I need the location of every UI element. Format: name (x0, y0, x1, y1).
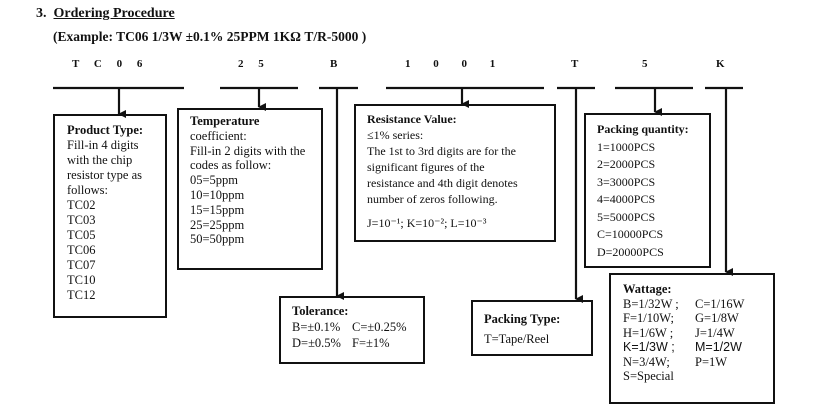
wattage-option: P=1W (695, 354, 728, 369)
product-type-option: TC07 (67, 258, 96, 272)
product-type-option: TC12 (67, 288, 96, 302)
product-type-option: TC02 (67, 198, 96, 212)
wattage-option: K=1/3W ; (623, 340, 675, 354)
example-text: (Example: TC06 1/3W ±0.1% 25PPM 1KΩ T/R-… (53, 29, 367, 44)
wattage-row: K=1/3W ; M=1/2W (623, 340, 773, 355)
packing-type-option: T=Tape/Reel (484, 332, 550, 346)
tolerance-box: Tolerance: B=±0.1% C=±0.25% D=±0.5% F=±1% (279, 296, 425, 364)
wattage-option: G=1/8W (695, 311, 739, 325)
resistance-multipliers: J=10⁻¹; K=10⁻²; L=10⁻³ (367, 216, 487, 230)
resistance-box: Resistance Value: ≤1% series: The 1st to… (354, 104, 556, 242)
code-temperature: 2 5 (238, 58, 270, 70)
product-type-line: resistor type as (67, 168, 142, 182)
packing-quantity-option: 3=3000PCS (597, 174, 656, 189)
resistance-title: Resistance Value: (367, 112, 457, 126)
wattage-row: H=1/6W ; J=1/4W (623, 326, 773, 341)
product-type-box: Product Type: Fill-in 4 digits with the … (53, 114, 167, 318)
packing-type-title: Packing Type: (484, 312, 561, 326)
packing-quantity-option: C=10000PCS (597, 227, 664, 241)
tolerance-option: D=±0.5% (292, 336, 341, 350)
temperature-box: Temperature coefficient: Fill-in 2 digit… (177, 108, 323, 270)
wattage-row: F=1/10W; G=1/8W (623, 311, 773, 326)
tolerance-title: Tolerance: (292, 304, 349, 318)
packing-quantity-option: 5=5000PCS (597, 209, 656, 224)
resistance-line: resistance and 4th digit denotes (367, 176, 518, 190)
temperature-option: 05=5ppm (190, 173, 239, 188)
tolerance-option: F=±1% (352, 336, 390, 350)
packing-quantity-box: Packing quantity: 1=1000PCS 2=2000PCS 3=… (584, 113, 711, 268)
temperature-option: 50=50ppm (190, 232, 245, 247)
section-title: Ordering Procedure (53, 6, 175, 21)
packing-quantity-option: 4=4000PCS (597, 192, 656, 206)
packing-quantity-option: D=20000PCS (597, 244, 664, 259)
packing-quantity-option: 2=2000PCS (597, 157, 656, 171)
resistance-line: significant figures of the (367, 160, 485, 174)
product-type-option: TC10 (67, 273, 96, 287)
temperature-option: 25=25ppm (190, 217, 245, 232)
wattage-option: N=3/4W; (623, 354, 670, 369)
product-type-option: TC05 (67, 228, 96, 242)
product-type-line: Fill-in 4 digits (67, 138, 139, 152)
temperature-line: Fill-in 2 digits with the (190, 143, 306, 158)
tolerance-row: D=±0.5% F=±1% (292, 335, 423, 351)
wattage-option: B=1/32W ; (623, 296, 679, 311)
resistance-line: ≤1% series: (367, 128, 424, 142)
temperature-line: codes as follow: (190, 158, 272, 173)
code-packing-type: T (571, 58, 579, 70)
code-wattage: K (716, 58, 725, 70)
code-tolerance: B (330, 58, 338, 70)
wattage-title: Wattage: (623, 282, 672, 296)
wattage-option: M=1/2W (695, 340, 742, 354)
temperature-option: 15=15ppm (190, 202, 245, 217)
temperature-title: Temperature (190, 114, 260, 128)
resistance-line: The 1st to 3rd digits are for the (367, 144, 516, 158)
tolerance-row: B=±0.1% C=±0.25% (292, 319, 423, 335)
resistance-line: number of zeros following. (367, 192, 498, 206)
section-number: 3. (36, 6, 47, 21)
product-type-title: Product Type: (67, 123, 144, 137)
wattage-option: F=1/10W; (623, 311, 675, 325)
product-type-line: follows: (67, 183, 108, 197)
wattage-option: J=1/4W (695, 325, 735, 340)
wattage-option: C=1/16W (695, 296, 745, 311)
code-product-type: T C 0 6 (72, 58, 149, 70)
wattage-box: Wattage: B=1/32W ; C=1/16W F=1/10W; G=1/8W… (609, 273, 775, 404)
wattage-row: S=Special (623, 369, 773, 384)
packing-quantity-title: Packing quantity: (597, 122, 689, 136)
packing-quantity-option: 1=1000PCS (597, 139, 656, 154)
wattage-option: H=1/6W ; (623, 325, 674, 340)
wattage-option: S=Special (623, 369, 674, 383)
tolerance-option: C=±0.25% (352, 320, 407, 334)
section-heading: 3. Ordering Procedure (36, 6, 175, 22)
product-type-line: with the chip (67, 153, 133, 167)
temperature-option: 10=10ppm (190, 187, 245, 202)
code-packing-quantity: 5 (642, 58, 648, 70)
product-type-option: TC06 (67, 243, 96, 257)
product-type-option: TC03 (67, 213, 96, 227)
wattage-row: B=1/32W ; C=1/16W (623, 297, 773, 312)
temperature-line: coefficient: (190, 128, 247, 143)
wattage-row: N=3/4W; P=1W (623, 355, 773, 370)
code-resistance: 1 0 0 1 (405, 58, 506, 70)
tolerance-option: B=±0.1% (292, 320, 341, 334)
packing-type-box: Packing Type: T=Tape/Reel (471, 300, 593, 356)
